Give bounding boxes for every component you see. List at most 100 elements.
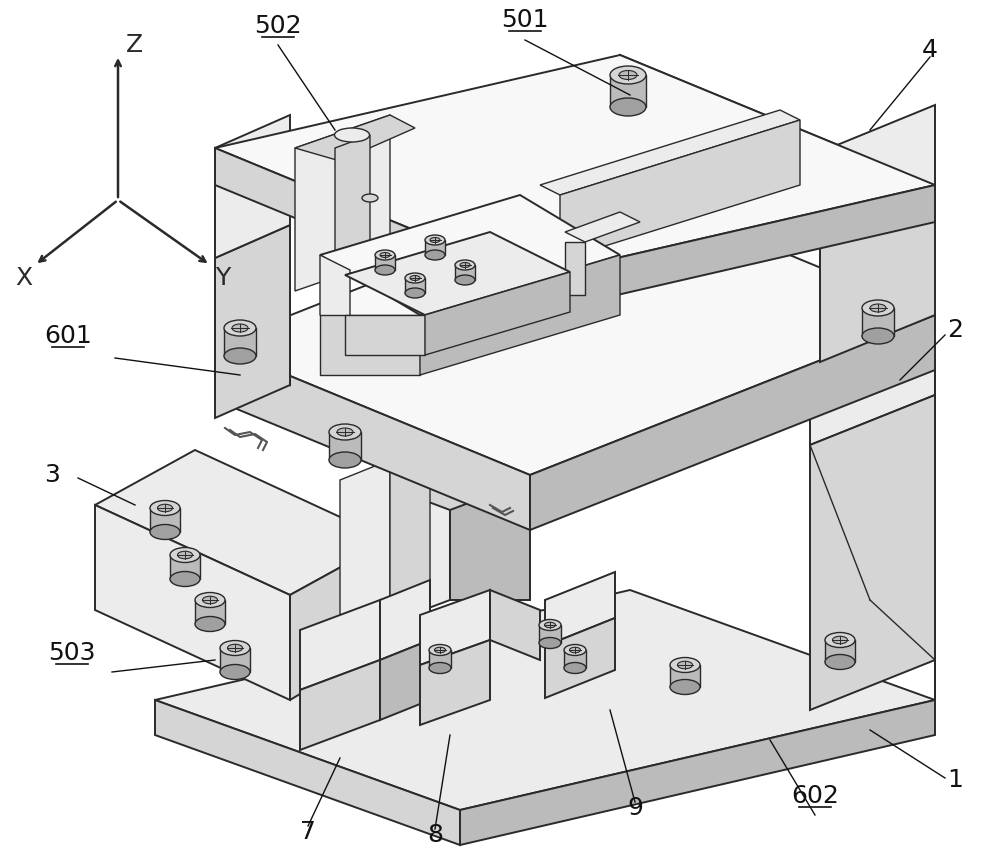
Polygon shape xyxy=(820,105,935,232)
Polygon shape xyxy=(820,185,935,362)
Polygon shape xyxy=(300,660,380,750)
Polygon shape xyxy=(380,640,430,720)
Polygon shape xyxy=(425,240,445,255)
Polygon shape xyxy=(460,700,935,845)
Ellipse shape xyxy=(232,324,248,332)
Ellipse shape xyxy=(158,504,173,512)
Text: 8: 8 xyxy=(427,823,443,847)
Polygon shape xyxy=(215,115,290,258)
Polygon shape xyxy=(530,185,935,315)
Ellipse shape xyxy=(862,300,894,316)
Polygon shape xyxy=(290,540,390,700)
Ellipse shape xyxy=(670,679,700,694)
Polygon shape xyxy=(610,75,646,107)
Ellipse shape xyxy=(832,637,848,643)
Ellipse shape xyxy=(150,501,180,515)
Polygon shape xyxy=(215,148,530,315)
Ellipse shape xyxy=(429,662,451,673)
Polygon shape xyxy=(390,460,430,600)
Text: 1: 1 xyxy=(947,768,963,792)
Polygon shape xyxy=(320,195,620,315)
Text: 4: 4 xyxy=(922,38,938,62)
Polygon shape xyxy=(335,135,370,271)
Polygon shape xyxy=(450,450,530,600)
Polygon shape xyxy=(565,212,640,242)
Polygon shape xyxy=(539,625,561,643)
Ellipse shape xyxy=(825,655,855,669)
Polygon shape xyxy=(370,450,450,630)
Polygon shape xyxy=(370,450,530,510)
Ellipse shape xyxy=(150,525,180,539)
Ellipse shape xyxy=(178,551,192,558)
Ellipse shape xyxy=(460,263,470,267)
Polygon shape xyxy=(295,115,390,291)
Ellipse shape xyxy=(870,304,886,312)
Polygon shape xyxy=(490,590,540,660)
Ellipse shape xyxy=(375,265,395,275)
Polygon shape xyxy=(810,355,935,445)
Polygon shape xyxy=(170,555,200,579)
Ellipse shape xyxy=(224,320,256,336)
Ellipse shape xyxy=(825,632,855,648)
Ellipse shape xyxy=(430,237,440,242)
Ellipse shape xyxy=(362,194,378,202)
Polygon shape xyxy=(545,618,615,698)
Text: 9: 9 xyxy=(627,796,643,820)
Polygon shape xyxy=(340,460,390,620)
Ellipse shape xyxy=(564,662,586,673)
Polygon shape xyxy=(425,272,570,355)
Polygon shape xyxy=(215,185,290,385)
Ellipse shape xyxy=(429,644,451,655)
Ellipse shape xyxy=(329,452,361,468)
Ellipse shape xyxy=(405,273,425,283)
Ellipse shape xyxy=(539,619,561,631)
Polygon shape xyxy=(215,225,290,418)
Polygon shape xyxy=(95,450,390,595)
Ellipse shape xyxy=(228,644,242,652)
Polygon shape xyxy=(565,242,585,295)
Polygon shape xyxy=(155,590,935,810)
Ellipse shape xyxy=(220,665,250,679)
Polygon shape xyxy=(420,640,490,725)
Polygon shape xyxy=(295,115,415,161)
Polygon shape xyxy=(420,255,620,375)
Text: 2: 2 xyxy=(947,318,963,342)
Text: 502: 502 xyxy=(254,14,302,38)
Polygon shape xyxy=(810,395,935,710)
Polygon shape xyxy=(540,110,800,195)
Polygon shape xyxy=(195,600,225,624)
Ellipse shape xyxy=(334,128,370,142)
Polygon shape xyxy=(375,255,395,270)
Polygon shape xyxy=(545,572,615,646)
Ellipse shape xyxy=(425,235,445,245)
Ellipse shape xyxy=(220,641,250,655)
Ellipse shape xyxy=(195,593,225,607)
Polygon shape xyxy=(429,650,451,668)
Ellipse shape xyxy=(405,288,425,298)
Ellipse shape xyxy=(670,657,700,673)
Polygon shape xyxy=(420,590,490,665)
Polygon shape xyxy=(320,315,420,375)
Polygon shape xyxy=(380,580,430,660)
Polygon shape xyxy=(455,265,475,280)
Ellipse shape xyxy=(410,276,420,281)
Polygon shape xyxy=(320,255,350,330)
Ellipse shape xyxy=(544,622,556,628)
Text: X: X xyxy=(15,266,32,290)
Text: 501: 501 xyxy=(501,8,549,32)
Polygon shape xyxy=(405,278,425,293)
Polygon shape xyxy=(825,640,855,662)
Polygon shape xyxy=(345,315,425,355)
Ellipse shape xyxy=(202,596,218,604)
Polygon shape xyxy=(560,120,800,260)
Text: 503: 503 xyxy=(48,641,96,665)
Polygon shape xyxy=(329,432,361,460)
Ellipse shape xyxy=(539,637,561,649)
Text: 7: 7 xyxy=(300,820,316,844)
Text: 601: 601 xyxy=(44,324,92,348)
Text: Y: Y xyxy=(215,266,230,290)
Ellipse shape xyxy=(610,98,646,116)
Polygon shape xyxy=(215,185,935,475)
Polygon shape xyxy=(300,600,380,690)
Ellipse shape xyxy=(434,647,446,653)
